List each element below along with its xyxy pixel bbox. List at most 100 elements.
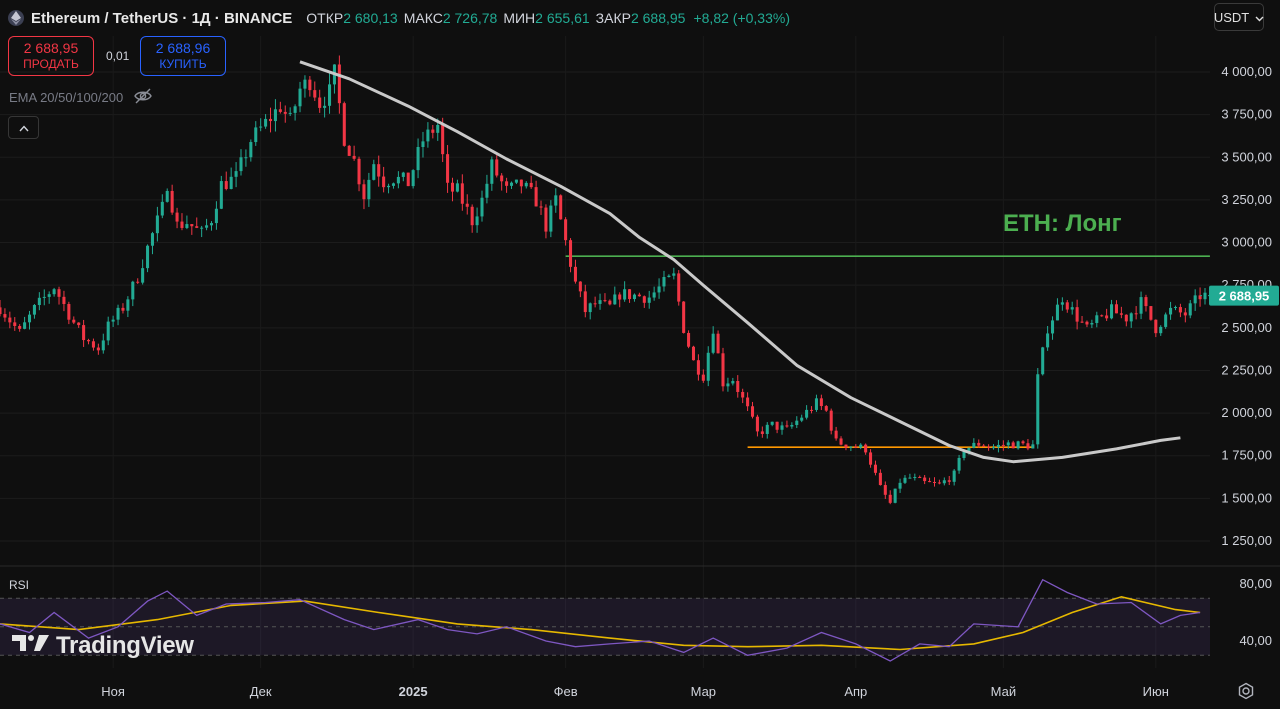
candle-body bbox=[372, 164, 376, 180]
candle-body bbox=[500, 175, 504, 182]
tradingview-text: TradingView bbox=[56, 632, 194, 659]
candle bbox=[755, 414, 759, 437]
candle bbox=[352, 145, 356, 161]
candle-body bbox=[150, 233, 154, 246]
candle bbox=[696, 354, 700, 381]
candle-body bbox=[1046, 333, 1050, 348]
candle bbox=[27, 310, 32, 330]
candle bbox=[411, 169, 415, 189]
candle-body bbox=[810, 409, 814, 411]
candle bbox=[573, 259, 577, 284]
candle bbox=[278, 101, 282, 114]
candle-body bbox=[391, 183, 395, 186]
candle bbox=[829, 408, 833, 435]
candle-body bbox=[569, 240, 573, 267]
buy-button[interactable]: 2 688,96 КУПИТЬ bbox=[140, 36, 226, 76]
candle-body bbox=[682, 301, 686, 333]
candle-body bbox=[583, 291, 587, 313]
candle bbox=[1006, 440, 1010, 449]
candle-body bbox=[382, 176, 386, 188]
candle-body bbox=[18, 325, 22, 329]
candle-body bbox=[923, 477, 927, 482]
candle-body bbox=[234, 171, 238, 177]
candle-body bbox=[1159, 326, 1163, 334]
indicator-legend[interactable]: EMA 20/50/100/200 bbox=[9, 88, 153, 107]
candle-body bbox=[244, 157, 248, 159]
candle bbox=[864, 443, 868, 455]
candle bbox=[42, 289, 46, 306]
candle-body bbox=[328, 84, 332, 106]
candle bbox=[883, 481, 887, 499]
currency-selector[interactable]: USDT bbox=[1214, 3, 1264, 31]
candle-body bbox=[27, 314, 32, 323]
candle-body bbox=[62, 296, 66, 305]
candle bbox=[1041, 346, 1045, 376]
candle bbox=[382, 166, 386, 193]
candle-body bbox=[731, 381, 735, 384]
candle bbox=[549, 200, 553, 238]
candle bbox=[460, 174, 464, 211]
price-tag-label: 2 688,95 bbox=[1219, 289, 1270, 304]
candle-body bbox=[1149, 306, 1153, 320]
candle bbox=[632, 293, 636, 302]
candle bbox=[991, 444, 996, 450]
candle bbox=[647, 290, 651, 309]
buy-price: 2 688,96 bbox=[155, 40, 211, 56]
candle bbox=[205, 218, 209, 231]
eye-off-icon[interactable] bbox=[133, 88, 153, 107]
candle bbox=[706, 346, 710, 387]
candle bbox=[775, 421, 779, 434]
candle-body bbox=[323, 105, 327, 108]
candle bbox=[1011, 440, 1015, 449]
candle bbox=[677, 270, 681, 306]
candle bbox=[726, 377, 730, 392]
candle-body bbox=[539, 206, 543, 208]
symbol-title[interactable]: Ethereum / TetherUS · 1Д · BINANCE bbox=[31, 9, 293, 27]
candle bbox=[62, 290, 66, 312]
candle-body bbox=[1085, 321, 1089, 325]
sell-button[interactable]: 2 688,95 ПРОДАТЬ bbox=[8, 36, 94, 76]
candle-body bbox=[426, 129, 430, 142]
candle bbox=[982, 443, 986, 448]
candle-body bbox=[721, 353, 725, 387]
candle-body bbox=[957, 457, 961, 471]
candle bbox=[244, 149, 248, 167]
candle-body bbox=[32, 305, 36, 315]
candle-body bbox=[313, 90, 317, 98]
candle bbox=[0, 299, 2, 317]
candle-body bbox=[47, 294, 51, 297]
candle-body bbox=[873, 464, 877, 473]
symbol-header[interactable]: Ethereum / TetherUS · 1Д · BINANCE ОТКР … bbox=[8, 7, 792, 29]
candle bbox=[347, 144, 351, 156]
candle-body bbox=[475, 216, 479, 226]
candle-body bbox=[918, 477, 922, 479]
tradingview-logo: TradingView bbox=[12, 632, 194, 660]
candle bbox=[785, 420, 789, 428]
collapse-legend-button[interactable] bbox=[8, 116, 39, 139]
candle bbox=[1001, 440, 1005, 451]
candle bbox=[814, 394, 818, 412]
candle-body bbox=[367, 179, 371, 200]
candle bbox=[362, 179, 366, 210]
candle-body bbox=[387, 185, 391, 188]
candle-body bbox=[160, 201, 164, 216]
candle-body bbox=[82, 325, 86, 341]
candle bbox=[578, 281, 582, 298]
candle bbox=[608, 299, 612, 306]
candle bbox=[87, 338, 91, 345]
candle-body bbox=[1183, 312, 1187, 316]
high-label: МАКС bbox=[403, 10, 443, 26]
candle bbox=[406, 172, 410, 187]
settings-gear-icon[interactable] bbox=[1237, 682, 1255, 700]
candle-body bbox=[888, 494, 892, 503]
x-tick-label: Мар bbox=[691, 684, 716, 699]
candle bbox=[47, 291, 51, 304]
candle bbox=[1149, 306, 1153, 321]
open-label: ОТКР bbox=[306, 10, 344, 26]
candle bbox=[588, 302, 592, 320]
candle-body bbox=[1188, 303, 1192, 316]
candle-body bbox=[593, 303, 597, 305]
candle-body bbox=[224, 181, 228, 189]
candle bbox=[790, 422, 794, 429]
